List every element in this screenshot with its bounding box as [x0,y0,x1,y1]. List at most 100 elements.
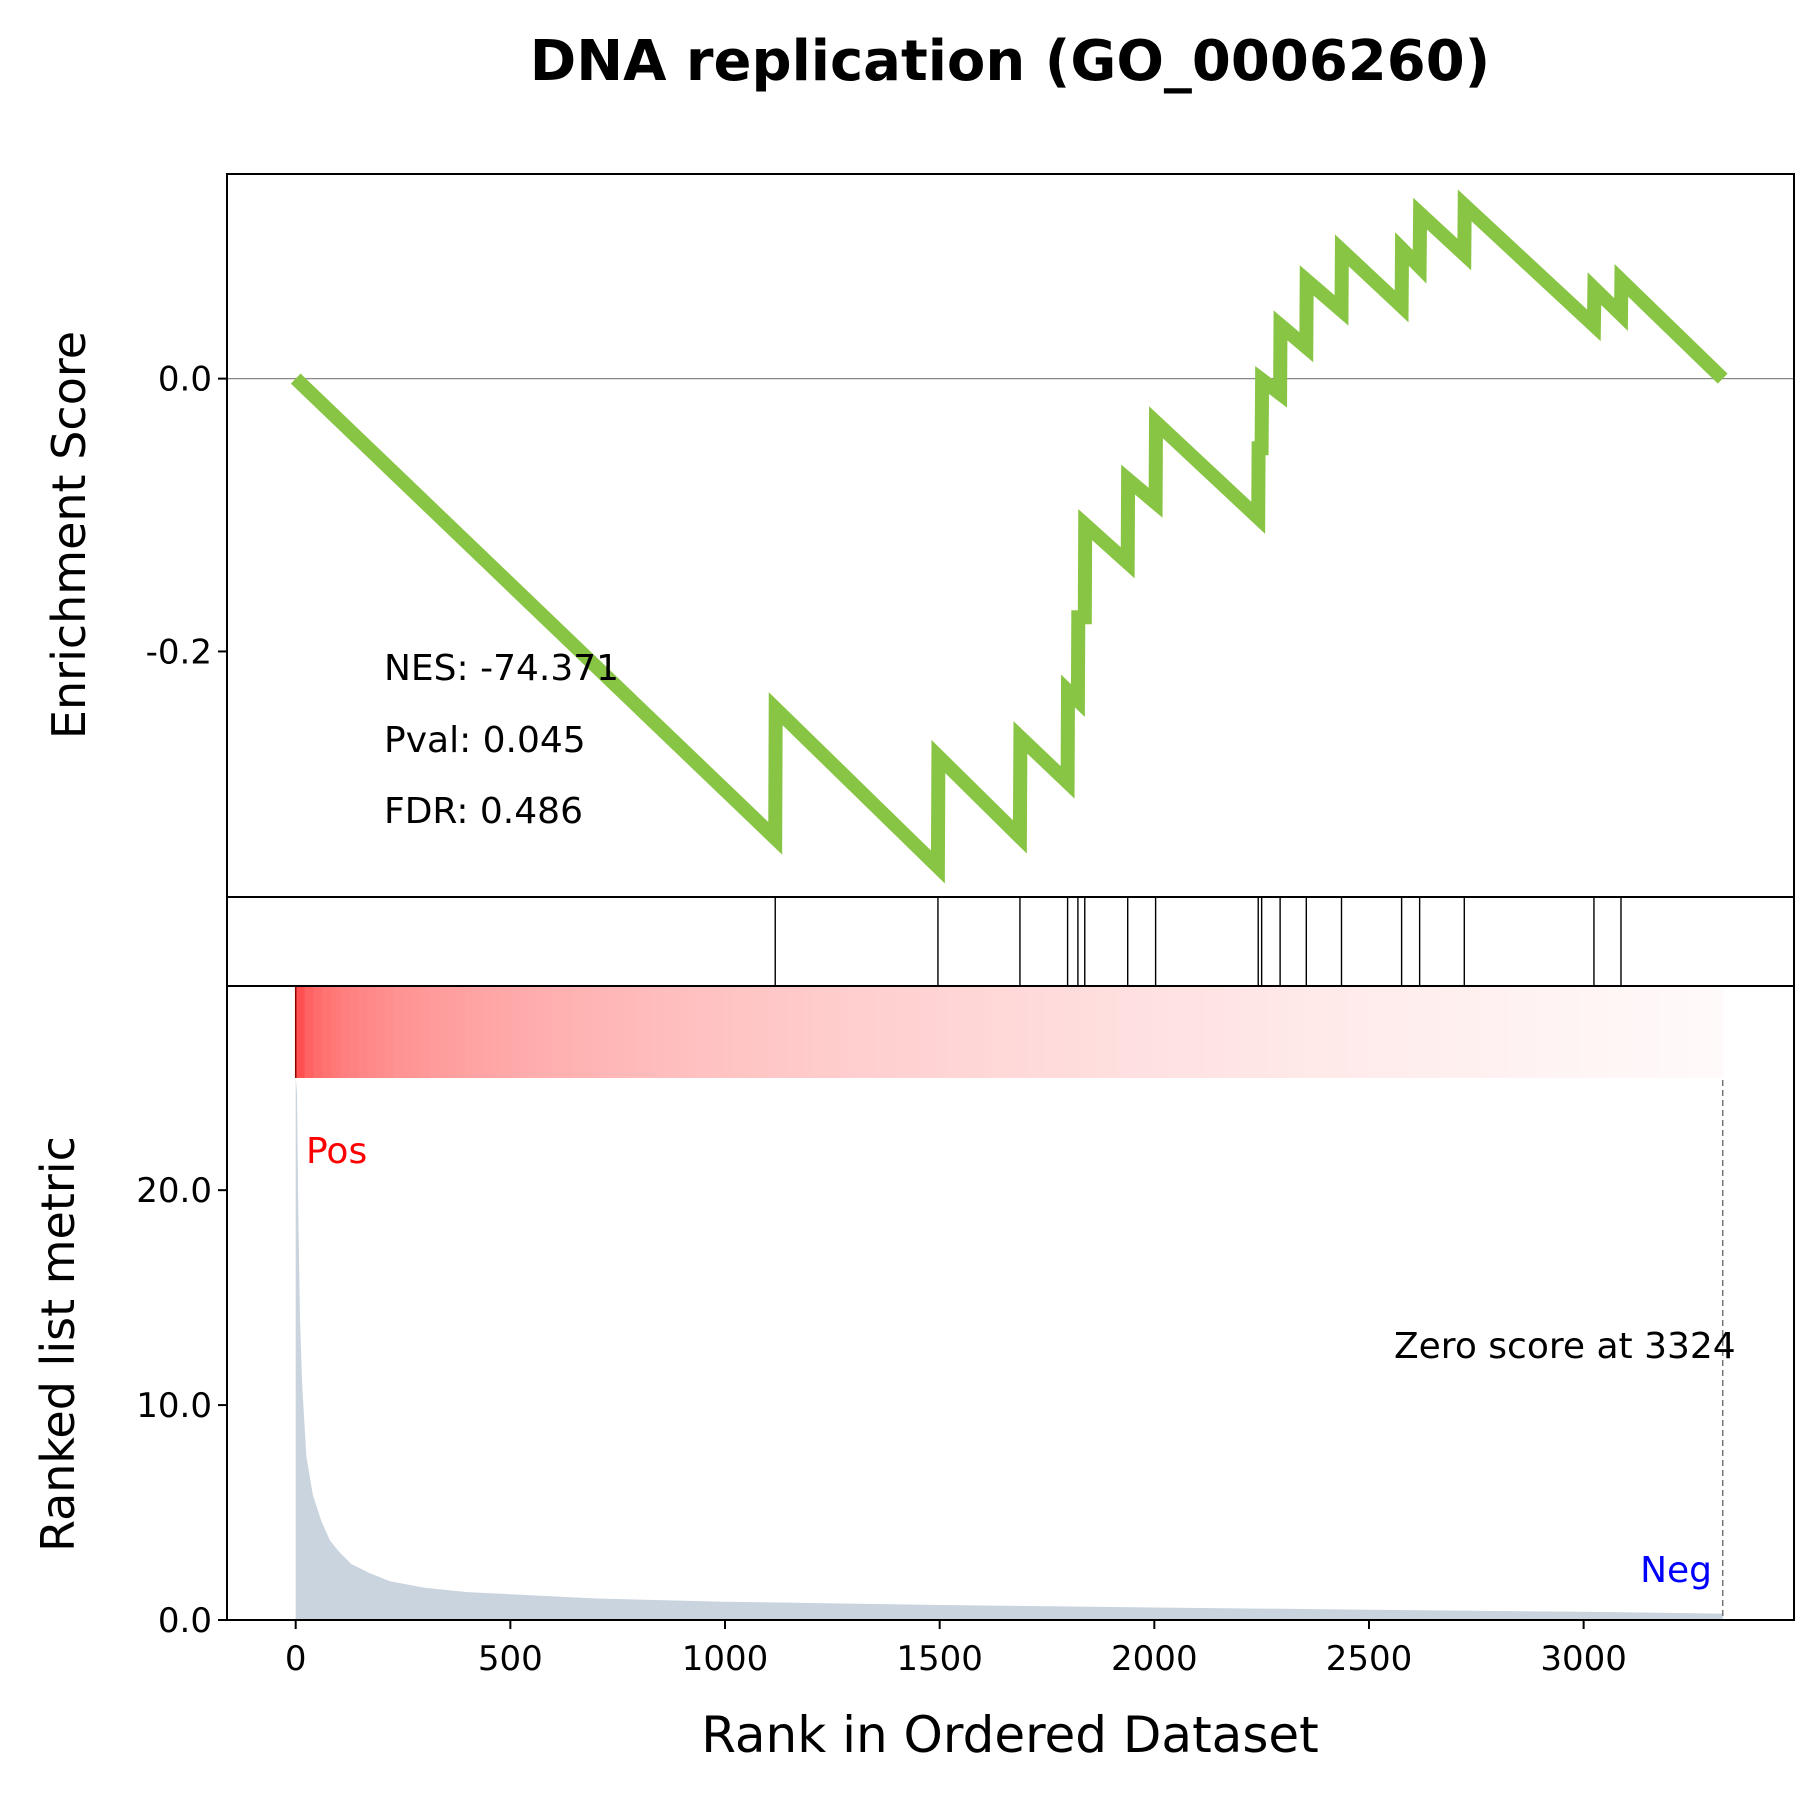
heat-cell [1660,987,1671,1078]
heat-cell [375,987,386,1078]
rank-heat-strip [294,987,1724,1078]
heat-cell [465,987,475,1078]
hits-frame [226,896,1795,987]
heat-cell [491,987,502,1078]
heat-cell [1044,987,1055,1078]
heat-cell [598,987,609,1078]
heat-cell [367,987,377,1078]
rl-y-tick-label: 0.0 [158,1601,212,1641]
heat-cell [527,987,538,1078]
pos-label: Pos [306,1131,367,1172]
heat-cell [1633,987,1644,1078]
ranked-list-panel: Zero score at 3324 Pos Neg 0.0 10.0 20.0 0… [31,985,1795,1764]
x-tick-label: 0 [285,1639,307,1679]
chart-title: DNA replication (GO_0006260) [530,29,1491,94]
heat-cell [1508,987,1519,1078]
enrichment-score-panel: 0.0 -0.2 Enrichment Score NES: -74.371 Pv… [42,173,1795,898]
heat-cell [554,987,565,1078]
heat-cell [1214,987,1225,1078]
heat-cell [857,987,868,1078]
heat-cell [509,987,520,1078]
heat-cell [295,987,306,1078]
heat-cell [1151,987,1162,1078]
heat-cell [723,987,734,1078]
heat-cell [937,987,948,1078]
heat-cell [1339,987,1349,1078]
heat-cell [500,987,511,1078]
es-y-axis-label: Enrichment Score [42,331,96,739]
heat-cell [607,987,618,1078]
rl-frame [226,985,1795,1621]
es-y-tick-label: -0.2 [146,632,212,672]
heat-cell [848,987,859,1078]
heat-cell [1695,987,1706,1078]
heat-cell [1035,987,1046,1078]
heat-cell [536,987,547,1078]
heat-cell [1606,987,1617,1078]
heat-cell [866,987,877,1078]
heat-cell [1160,987,1171,1078]
heat-cell [1089,987,1100,1078]
heat-cell [1294,987,1305,1078]
heat-cell [1419,987,1430,1078]
hit-lines [774,897,1622,986]
x-tick-label: 3000 [1540,1639,1627,1679]
heat-cell [768,987,779,1078]
heat-cell [839,987,850,1078]
heat-cell [1250,987,1260,1078]
heat-cell [1383,987,1394,1078]
heat-cell [545,987,556,1078]
heat-cell [1142,987,1153,1078]
heat-cell [590,987,600,1078]
heat-cell [1464,987,1474,1078]
heat-cell [1187,987,1198,1078]
heat-cell [804,987,814,1078]
heat-cell [1580,987,1590,1078]
heat-cell [750,987,761,1078]
heat-cell [1455,987,1465,1078]
heat-cell [1687,987,1697,1078]
heat-cell [402,987,413,1078]
heat-cell [1437,987,1448,1078]
heat-cell [1365,987,1376,1078]
rl-x-axis-label: Rank in Ordered Dataset [701,1706,1318,1764]
heat-cell [1651,987,1662,1078]
x-tick-label: 2000 [1111,1639,1198,1679]
heat-cell [1535,987,1546,1078]
heat-cell [1303,987,1314,1078]
heat-cell [625,987,636,1078]
heat-cell [812,987,823,1078]
heat-cell [1357,987,1367,1078]
heat-cell [1267,987,1278,1078]
heat-cell [1098,987,1109,1078]
heat-cell [1473,987,1483,1078]
heat-cell [634,987,645,1078]
zero-score-label: Zero score at 3324 [1394,1326,1736,1367]
heat-cell [1000,987,1011,1078]
heat-cell [438,987,449,1078]
heat-cell [420,987,431,1078]
heat-cell [991,987,1002,1078]
heat-cell [875,987,886,1078]
heat-cell [518,987,529,1078]
heat-cell [661,987,672,1078]
heat-cell [1588,987,1599,1078]
heat-cell [1374,987,1385,1078]
heat-cell [1544,987,1555,1078]
heat-cell [482,987,493,1078]
heat-cell [1169,987,1180,1078]
x-tick-label: 1000 [682,1639,769,1679]
heat-cell [313,987,324,1078]
heat-cell [1446,987,1456,1078]
heat-cell [1330,987,1341,1078]
heat-cell [1223,987,1233,1078]
heat-cell [1285,987,1296,1078]
heat-cell [679,987,689,1078]
heat-cell [349,987,359,1078]
heat-cell [964,987,975,1078]
heat-cell [1178,987,1189,1078]
neg-label: Neg [1640,1550,1712,1591]
heat-cell [393,987,404,1078]
